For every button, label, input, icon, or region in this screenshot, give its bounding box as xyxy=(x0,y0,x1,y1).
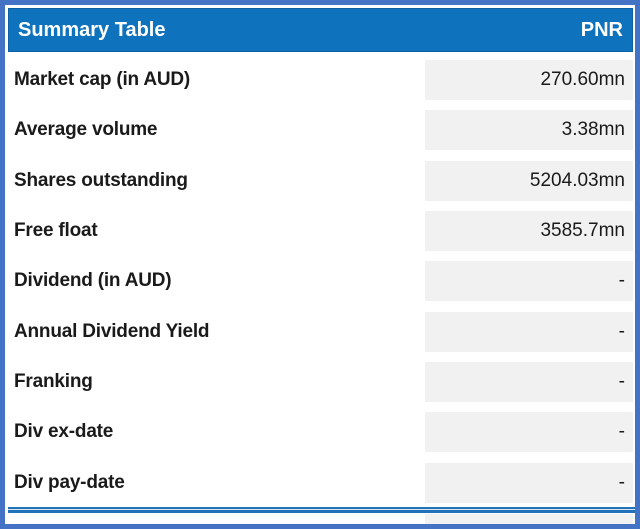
row-label: Free float xyxy=(14,220,98,242)
table-header: Summary Table PNR xyxy=(8,8,633,52)
table-row: Shares outstanding 5204.03mn xyxy=(5,156,635,206)
table-row: Annual Dividend Yield - xyxy=(5,307,635,357)
table-row: Div pay-date - xyxy=(5,458,635,508)
row-label: Market cap (in AUD) xyxy=(14,69,191,91)
table-row: Free float 3585.7mn xyxy=(5,206,635,256)
row-label: Dividend (in AUD) xyxy=(14,270,172,292)
row-label: Franking xyxy=(14,371,93,393)
table-row: Average volume 3.38mn xyxy=(5,105,635,155)
row-value-cell: 270.60mn xyxy=(425,60,633,101)
row-value-cell: 5204.03mn xyxy=(425,160,633,201)
divider-gap xyxy=(8,509,635,510)
row-value-cell: 3.38mn xyxy=(425,110,633,151)
table-row: Market cap (in AUD) 270.60mn xyxy=(5,55,635,105)
row-label: Div ex-date xyxy=(14,421,114,443)
row-value-cell: - xyxy=(425,362,633,403)
table-row: Dividend (in AUD) - xyxy=(5,256,635,306)
table-title: Summary Table xyxy=(18,18,166,41)
row-value-cell: - xyxy=(425,462,633,503)
table-row: Div ex-date - xyxy=(5,407,635,457)
row-label: Div pay-date xyxy=(14,471,125,493)
row-value-cell: 3585.7mn xyxy=(425,211,633,252)
row-label: Annual Dividend Yield xyxy=(14,320,210,342)
divider-thick-line xyxy=(8,510,635,513)
partial-next-row-cell xyxy=(425,514,633,524)
row-label: Average volume xyxy=(14,119,158,141)
row-label: Shares outstanding xyxy=(14,169,188,191)
divider-thin-line xyxy=(8,507,635,509)
table-row: Franking - xyxy=(5,357,635,407)
ticker-symbol: PNR xyxy=(580,18,623,41)
row-value-cell: - xyxy=(425,311,633,352)
row-value-cell: - xyxy=(425,261,633,302)
bottom-divider xyxy=(8,507,635,513)
row-value-cell: - xyxy=(425,412,633,453)
table-body: Market cap (in AUD) 270.60mn Average vol… xyxy=(5,55,635,508)
